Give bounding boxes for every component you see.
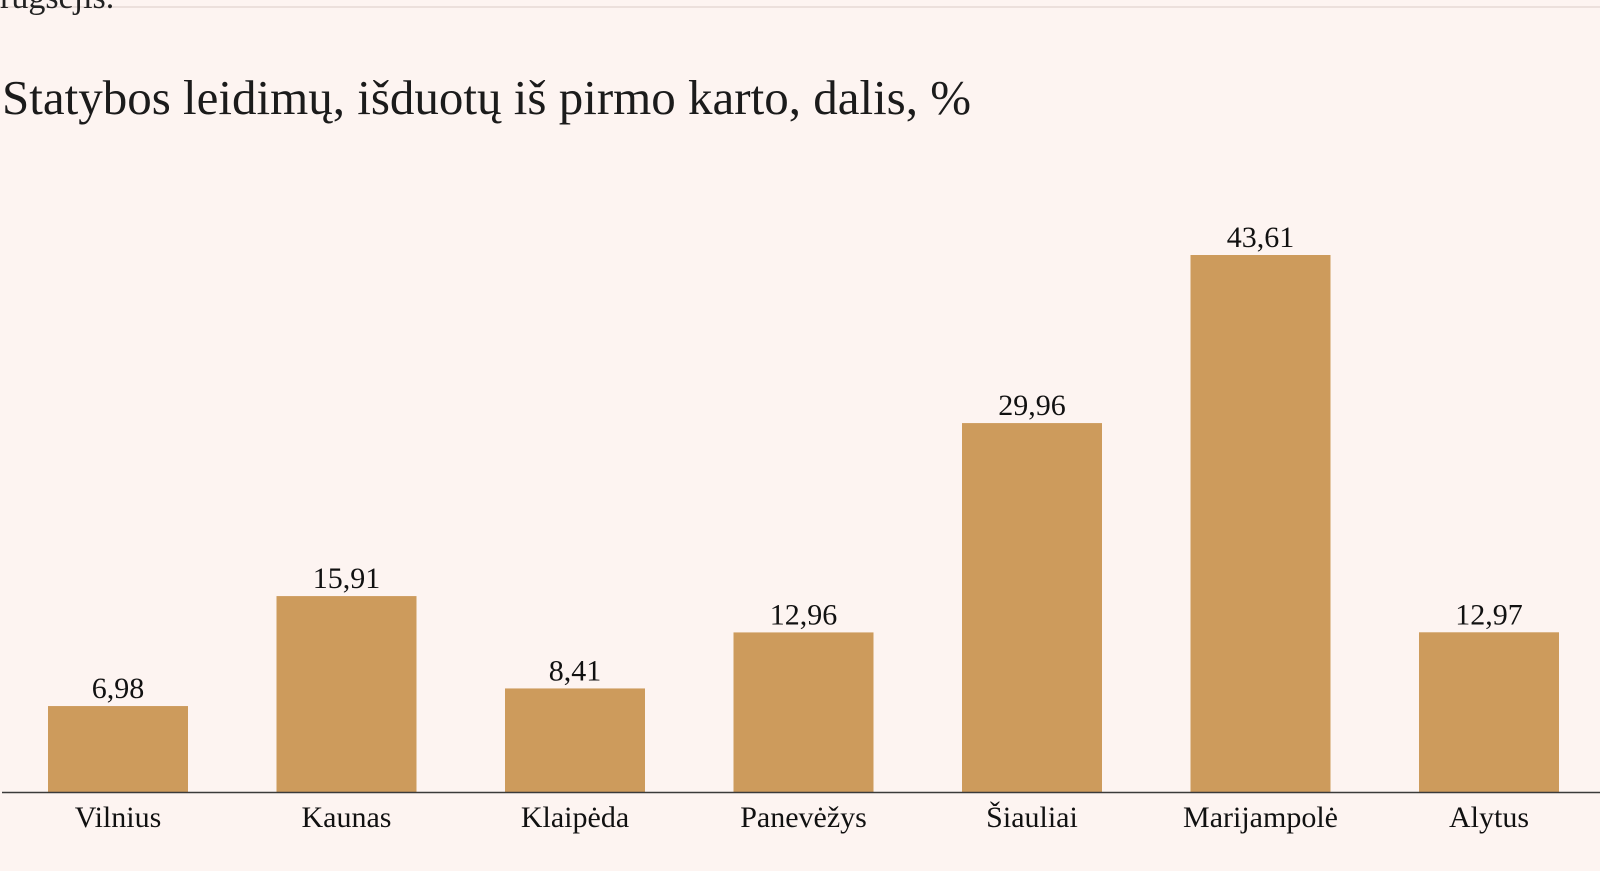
category-label-1: Kaunas [302,801,392,834]
bar-0 [48,706,188,792]
value-label-2: 8,41 [549,654,602,687]
top-border [0,0,1600,8]
category-labels-group: Vilnius Kaunas Klaipėda Panevėžys Šiauliai Ma… [75,801,1529,834]
value-label-5: 43,61 [1227,221,1295,254]
previous-paragraph-text: rugsėjis. [0,0,114,18]
value-label-6: 12,97 [1455,598,1523,631]
bar-3 [733,632,874,792]
bar-5 [1190,255,1331,792]
bar-1 [276,596,417,792]
bar-6 [1419,632,1559,792]
category-label-3: Panevėžys [740,801,867,834]
category-label-4: Šiauliai [986,801,1078,834]
bar-4 [962,423,1102,792]
value-label-4: 29,96 [998,389,1066,422]
category-label-2: Klaipėda [521,801,629,834]
value-label-3: 12,96 [770,598,838,631]
bar-2 [505,688,645,792]
bars-group [48,255,1559,792]
category-label-5: Marijampolė [1183,801,1338,834]
category-label-6: Alytus [1449,801,1529,834]
chart-title: Statybos leidimų, išduotų iš pirmo karto… [2,70,972,125]
value-label-0: 6,98 [92,672,145,705]
value-label-1: 15,91 [313,562,381,595]
category-label-0: Vilnius [75,801,162,834]
value-labels-group: 6,98 15,91 8,41 12,96 29,96 43,61 12,97 [92,221,1523,705]
